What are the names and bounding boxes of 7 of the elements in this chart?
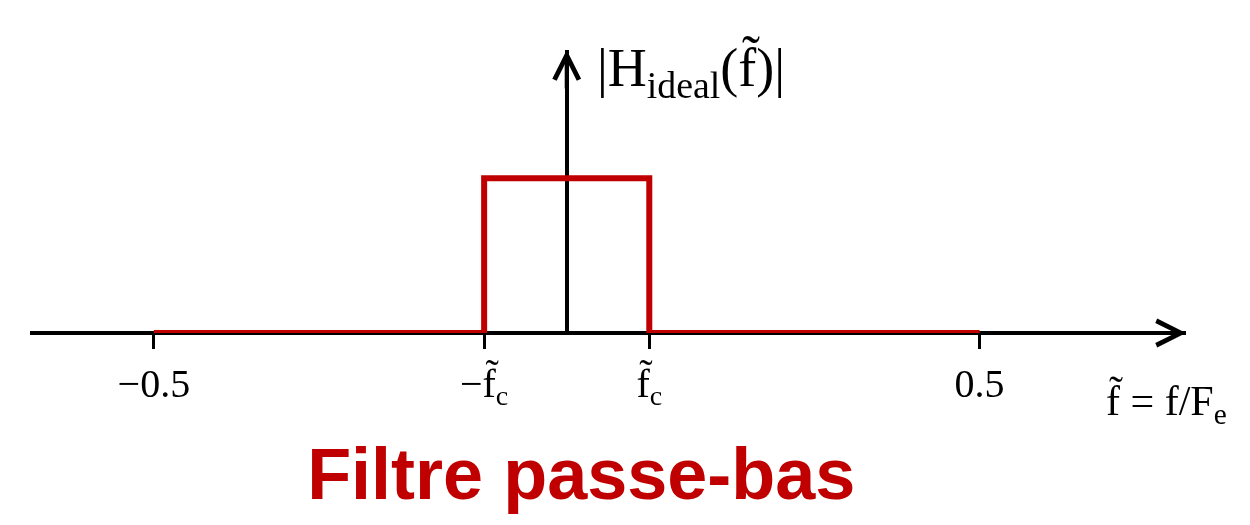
y-axis-title: |H$_{ideal}$(f̃)|	[597, 36, 786, 106]
text: Filtre passe-bas	[307, 434, 856, 515]
x-tick-label: f̃$_{c}$	[636, 360, 663, 412]
x-axis-title: f̃ = f/F$_{e}$	[1106, 376, 1227, 431]
x-tick-label: 0.5	[954, 361, 1005, 406]
x-tick-label: −f̃$_{c}$	[459, 360, 509, 412]
x-tick-label: −0.5	[117, 361, 191, 406]
